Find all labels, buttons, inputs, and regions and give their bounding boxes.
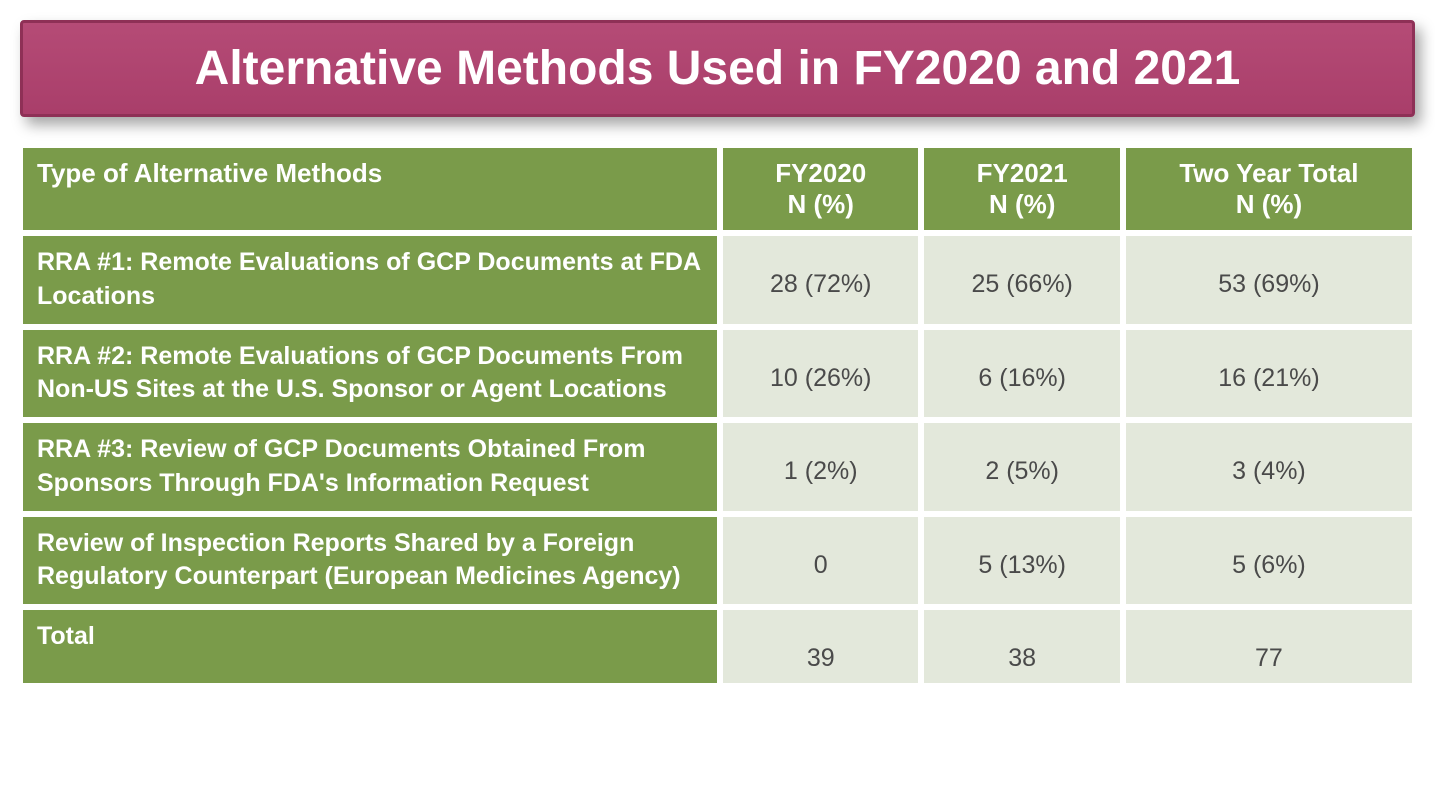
table-row: RRA #3: Review of GCP Documents Obtained… — [20, 420, 1415, 514]
table-body: RRA #1: Remote Evaluations of GCP Docume… — [20, 233, 1415, 686]
cell-fy2021: 38 — [921, 607, 1122, 686]
alternative-methods-table: Type of Alternative Methods FY2020 N (%)… — [20, 145, 1415, 686]
col-header-line2: N (%) — [788, 189, 854, 219]
cell-fy2021: 5 (13%) — [921, 514, 1122, 608]
row-label: RRA #3: Review of GCP Documents Obtained… — [20, 420, 720, 514]
cell-total: 53 (69%) — [1123, 233, 1415, 327]
cell-fy2020: 28 (72%) — [720, 233, 921, 327]
cell-fy2021: 25 (66%) — [921, 233, 1122, 327]
cell-fy2020: 39 — [720, 607, 921, 686]
col-header-fy2021: FY2021 N (%) — [921, 145, 1122, 233]
cell-total: 3 (4%) — [1123, 420, 1415, 514]
cell-fy2021: 6 (16%) — [921, 327, 1122, 421]
cell-fy2020: 0 — [720, 514, 921, 608]
row-label: RRA #2: Remote Evaluations of GCP Docume… — [20, 327, 720, 421]
cell-total: 77 — [1123, 607, 1415, 686]
col-header-total: Two Year Total N (%) — [1123, 145, 1415, 233]
row-label: Review of Inspection Reports Shared by a… — [20, 514, 720, 608]
col-header-fy2020: FY2020 N (%) — [720, 145, 921, 233]
col-header-line2: N (%) — [1236, 189, 1302, 219]
col-header-line2: N (%) — [989, 189, 1055, 219]
col-header-line1: FY2020 — [775, 158, 866, 188]
cell-fy2020: 1 (2%) — [720, 420, 921, 514]
row-label: RRA #1: Remote Evaluations of GCP Docume… — [20, 233, 720, 327]
cell-total: 5 (6%) — [1123, 514, 1415, 608]
row-label: Total — [20, 607, 720, 686]
table-row: RRA #1: Remote Evaluations of GCP Docume… — [20, 233, 1415, 327]
col-header-type: Type of Alternative Methods — [20, 145, 720, 233]
table-row: Total393877 — [20, 607, 1415, 686]
cell-fy2020: 10 (26%) — [720, 327, 921, 421]
cell-total: 16 (21%) — [1123, 327, 1415, 421]
page-title: Alternative Methods Used in FY2020 and 2… — [20, 20, 1415, 117]
col-header-line1: FY2021 — [977, 158, 1068, 188]
table-row: Review of Inspection Reports Shared by a… — [20, 514, 1415, 608]
col-header-line1: Two Year Total — [1179, 158, 1358, 188]
table-header-row: Type of Alternative Methods FY2020 N (%)… — [20, 145, 1415, 233]
cell-fy2021: 2 (5%) — [921, 420, 1122, 514]
col-header-text: Type of Alternative Methods — [37, 158, 382, 188]
table-row: RRA #2: Remote Evaluations of GCP Docume… — [20, 327, 1415, 421]
